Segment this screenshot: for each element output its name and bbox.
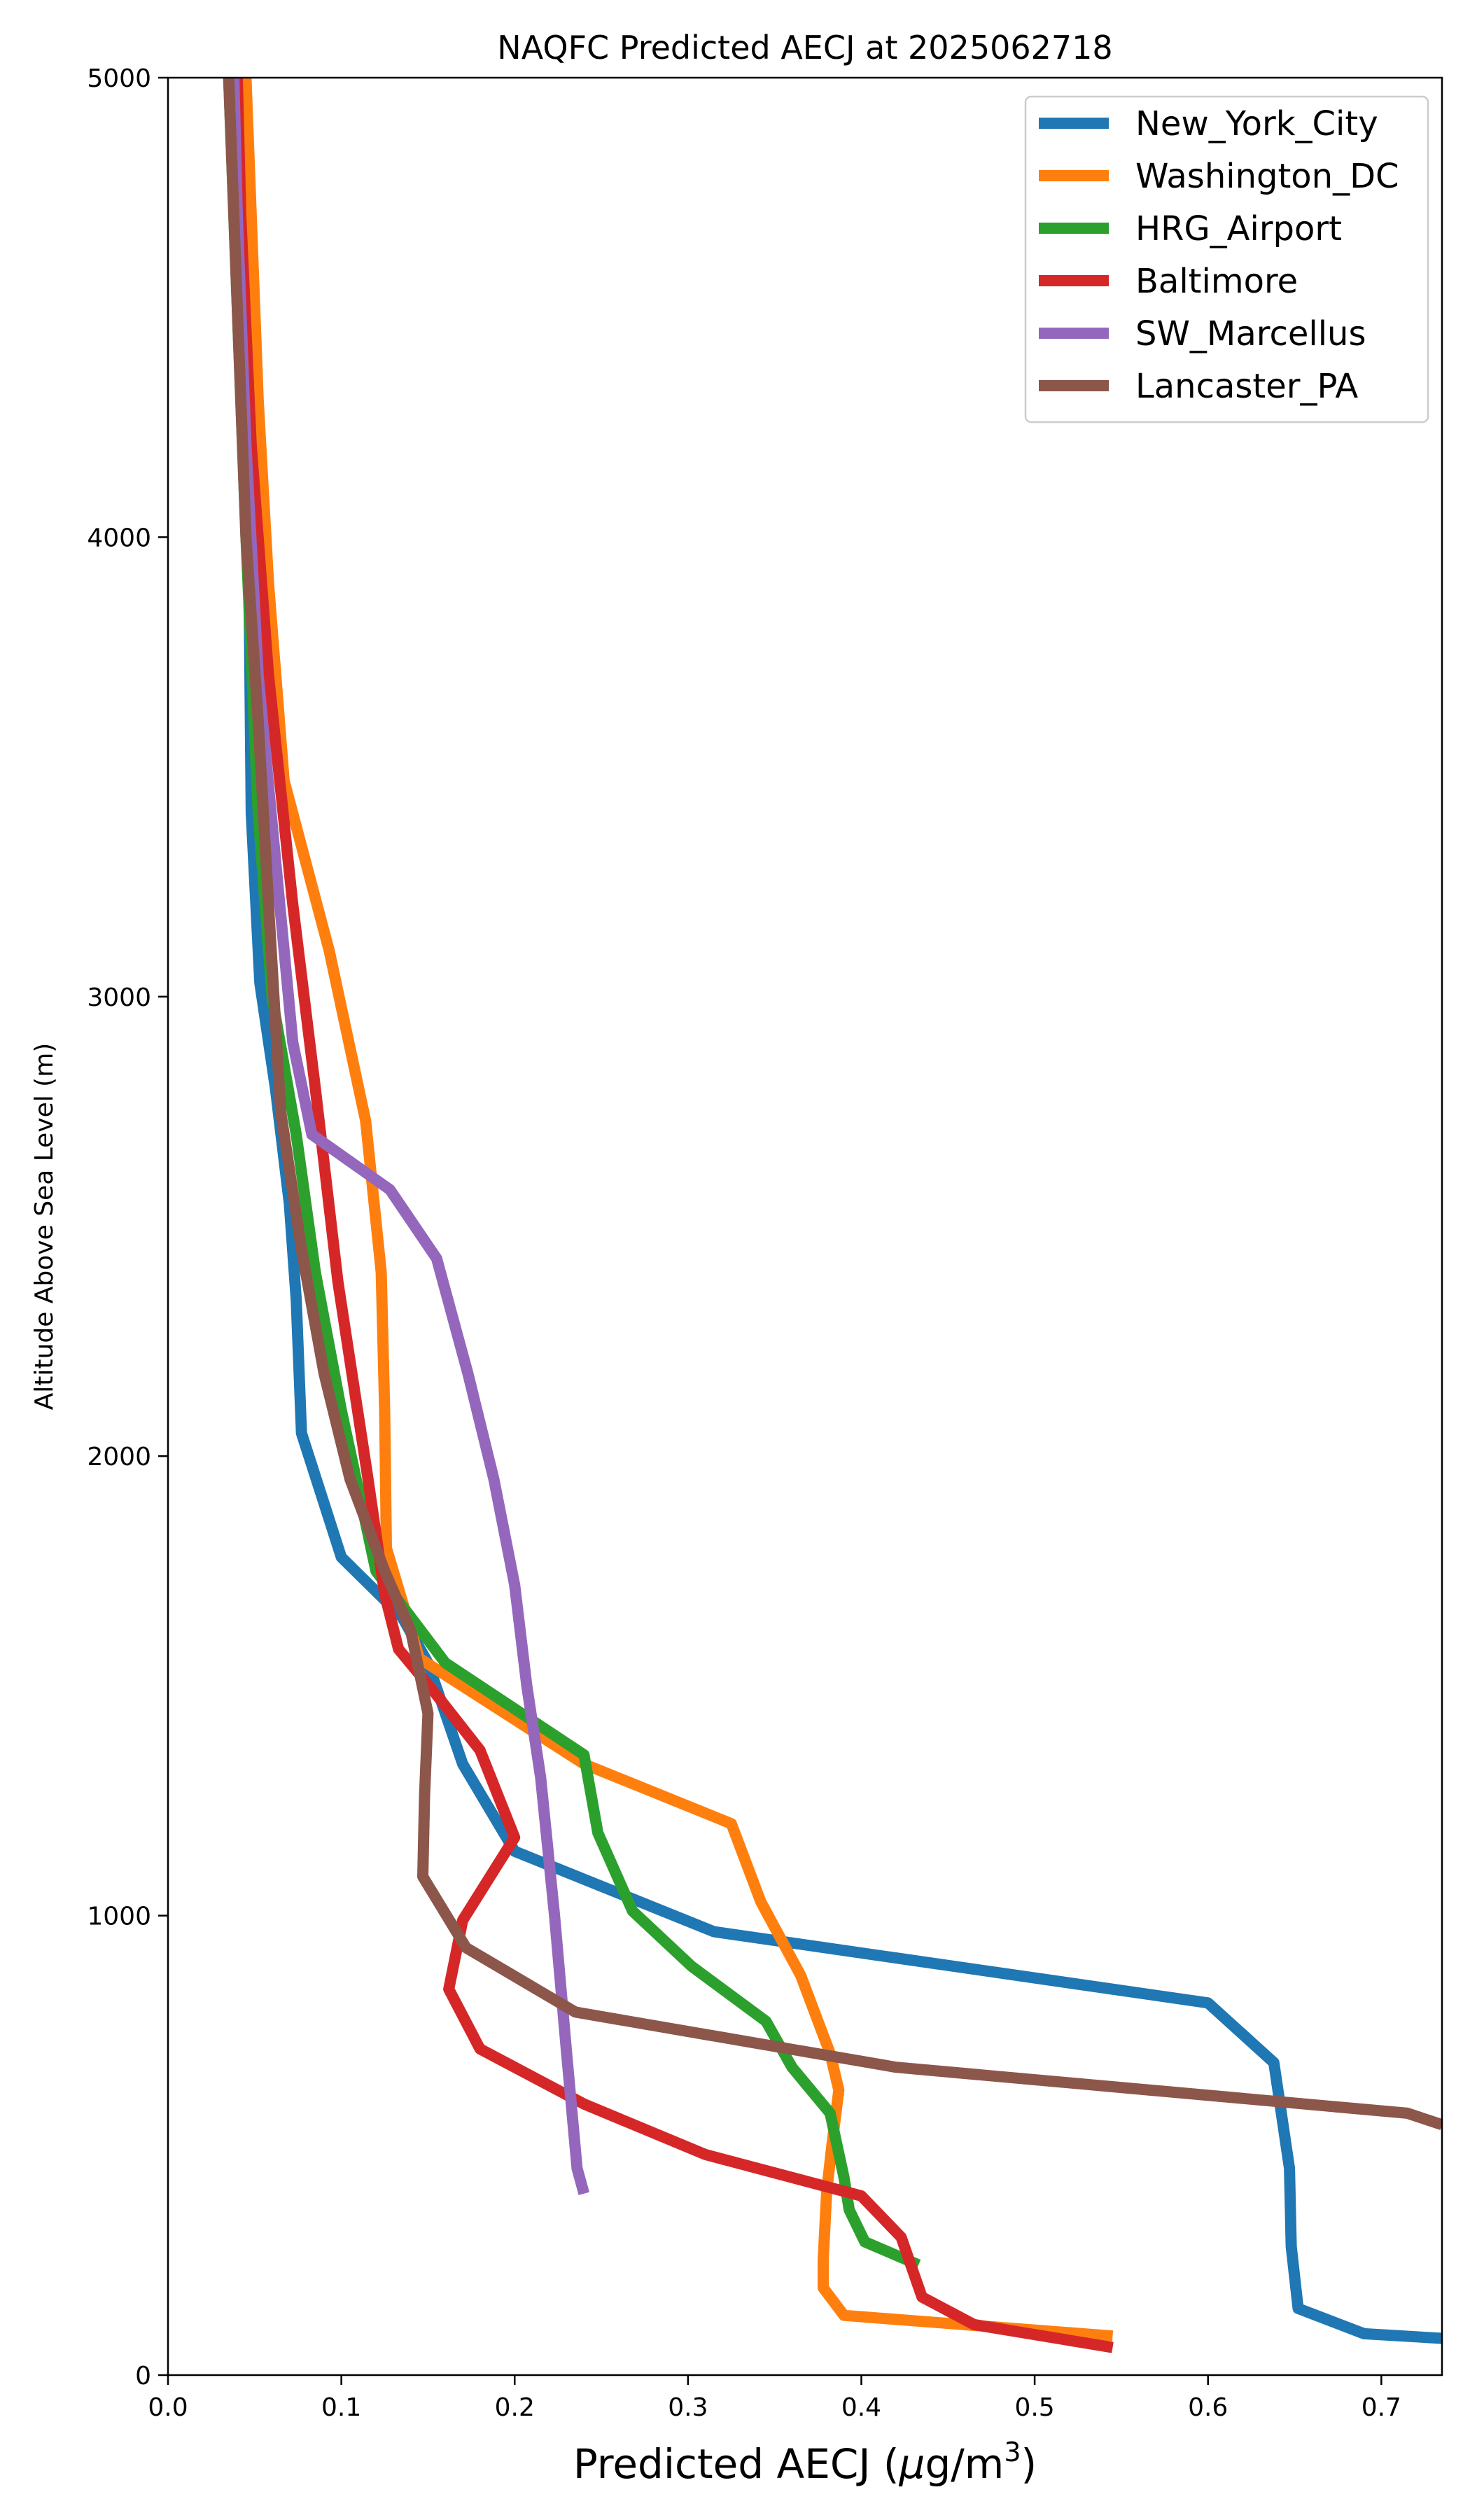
x-axis-title-sup: 3 xyxy=(1004,2437,1021,2468)
x-tick-label: 0.2 xyxy=(495,2393,535,2422)
legend: New_York_City Washington_DC HRG_Airport Bal… xyxy=(1024,95,1429,424)
x-axis-title-close: ) xyxy=(1021,2440,1037,2488)
series-line-1 xyxy=(240,78,1114,2342)
x-tick-label: 0.1 xyxy=(321,2393,361,2422)
legend-label-2: HRG_Airport xyxy=(1135,209,1342,248)
y-tick-label: 0 xyxy=(135,2362,151,2390)
x-axis-title: Predicted AECJ (μg/m3) xyxy=(573,2437,1037,2488)
y-tick-label: 2000 xyxy=(87,1443,151,1471)
legend-items: New_York_City Washington_DC HRG_Airport Bal… xyxy=(1039,104,1399,406)
series-layer xyxy=(223,78,1442,2353)
legend-label-4: SW_Marcellus xyxy=(1135,314,1366,354)
legend-box xyxy=(1024,95,1429,424)
y-tick-label: 1000 xyxy=(87,1903,151,1931)
y-tick-label: 3000 xyxy=(87,983,151,1012)
x-tick-label: 0.6 xyxy=(1188,2393,1228,2422)
x-tick-label: 0.7 xyxy=(1362,2393,1401,2422)
series-line-3 xyxy=(232,78,1114,2353)
legend-label-5: Lancaster_PA xyxy=(1135,367,1358,406)
x-axis-title-main: Predicted AECJ ( xyxy=(573,2440,899,2488)
plot-frame xyxy=(167,76,1443,2376)
x-tick-label: 0.0 xyxy=(148,2393,188,2422)
legend-label-3: Baltimore xyxy=(1135,262,1298,301)
x-tick-label: 0.5 xyxy=(1014,2393,1054,2422)
x-tick-label: 0.4 xyxy=(841,2393,881,2422)
legend-label-1: Washington_DC xyxy=(1135,157,1399,196)
x-axis-title-mu: μ xyxy=(899,2440,925,2488)
y-axis-title: Altitude Above Sea Level (m) xyxy=(30,1043,59,1410)
x-axis-ticks: 0.0 0.1 0.2 0.3 0.4 0.5 0.6 0.7 xyxy=(148,2375,1401,2422)
y-tick-label: 4000 xyxy=(87,524,151,552)
y-tick-label: 5000 xyxy=(87,64,151,93)
series-line-5 xyxy=(223,78,1442,2130)
y-axis-ticks: 0 1000 2000 3000 4000 5000 xyxy=(87,64,168,2390)
x-tick-label: 0.3 xyxy=(668,2393,708,2422)
legend-label-0: New_York_City xyxy=(1135,104,1378,144)
series-line-2 xyxy=(223,78,921,2270)
x-axis-title-unit: g/m xyxy=(925,2440,1004,2488)
chart-title: NAQFC Predicted AECJ at 2025062718 xyxy=(497,29,1112,66)
